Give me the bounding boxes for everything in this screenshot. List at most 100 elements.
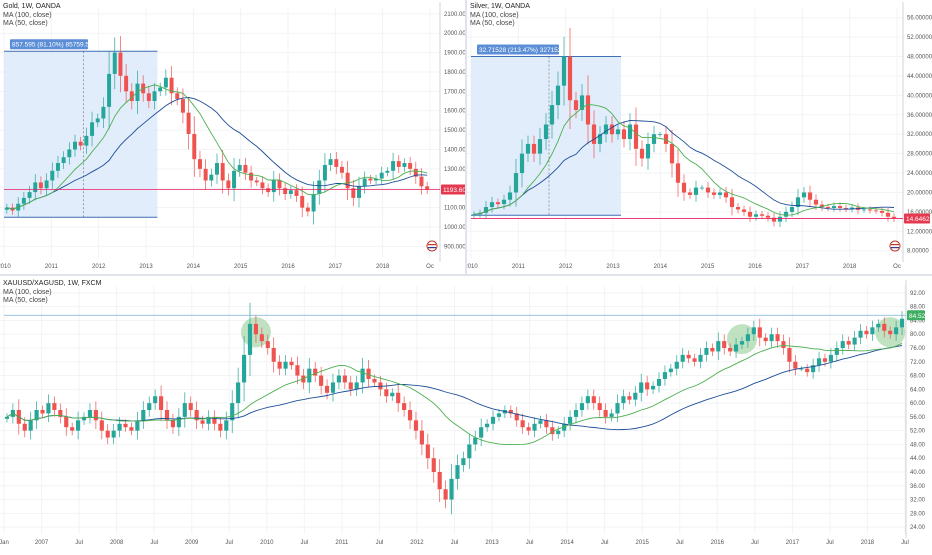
candle-body <box>861 209 867 211</box>
x-tick-label: Jan <box>0 540 9 546</box>
candle-body <box>769 334 774 342</box>
x-tick-label: Jul <box>676 540 684 546</box>
candle-body <box>232 170 237 189</box>
candle-body <box>336 375 341 383</box>
ma100-line <box>473 120 895 215</box>
candle-body <box>158 87 163 92</box>
ma50-line <box>473 104 895 216</box>
candle-body <box>858 330 863 338</box>
y-tick-label: 28.00 <box>910 511 926 517</box>
candle-body <box>164 410 170 421</box>
candle-body <box>237 164 242 171</box>
candle-body <box>656 379 662 386</box>
x-tick-label: Jul <box>526 540 534 546</box>
x-tick-label: Jul <box>225 540 233 546</box>
candle-body <box>735 207 741 210</box>
ma100-line <box>6 97 428 210</box>
candle-body <box>105 430 110 438</box>
x-tick-label: Oc <box>893 264 901 270</box>
candle-body <box>507 192 513 200</box>
candle-body <box>342 375 347 383</box>
y-tick-label: 1600.000 <box>444 109 465 115</box>
candle-body <box>568 416 573 424</box>
silver-chart-panel[interactable]: 8.00000 12.00000 16.00000 20.00000 24.00000 2… <box>464 0 932 274</box>
ratio-chart-panel[interactable]: 24.00 28.00 32.00 36.00 40.00 44.00 48.00 52.00… <box>0 276 932 550</box>
candle-body <box>674 361 679 369</box>
candle-body <box>218 423 223 431</box>
candle-body <box>722 341 727 348</box>
candle-body <box>408 163 413 169</box>
candle-body <box>621 396 626 404</box>
measure-range-box <box>4 51 158 218</box>
us-flag-stripe <box>891 247 899 249</box>
candle-body <box>519 153 525 174</box>
candle-body <box>345 172 350 189</box>
candle-body <box>716 341 721 352</box>
candle-body <box>360 368 365 383</box>
x-tick-label: Jul <box>300 540 308 546</box>
y-tick-label: 48.00000 <box>907 55 932 61</box>
candle-body <box>801 192 807 198</box>
x-tick-label: 2015 <box>701 264 715 270</box>
candle-body <box>627 124 633 140</box>
ratio-ma50-label: MA (50, close) <box>3 297 48 305</box>
candle-body <box>793 361 798 369</box>
y-tick-label: 900.000 <box>444 244 465 250</box>
candle-body <box>111 430 116 438</box>
candle-body <box>117 423 122 431</box>
x-tick-label: 2012 <box>92 264 106 270</box>
candle-body <box>40 410 45 414</box>
x-tick-label: 2010 <box>260 540 274 546</box>
candle-body <box>374 178 379 181</box>
measure-label: 857.595 (81.10%) 85759.5 <box>12 42 89 49</box>
candle-body <box>783 211 789 217</box>
candle-body <box>78 141 83 146</box>
candle-body <box>283 188 288 195</box>
gold-chart-panel[interactable]: 900.0001000.0001100.0001200.0001300.0001… <box>0 0 471 274</box>
us-flag-stripe <box>428 244 436 246</box>
candle-body <box>799 368 804 370</box>
candle-body <box>21 197 26 204</box>
candle-body <box>419 430 424 445</box>
x-tick-label: 2014 <box>187 264 201 270</box>
candle-body <box>495 202 501 205</box>
y-tick-label: 1500.000 <box>444 128 465 134</box>
y-tick-label: 1900.000 <box>444 51 465 57</box>
candle-body <box>633 124 639 149</box>
candle-body <box>705 187 711 193</box>
candle-body <box>787 348 792 362</box>
candle-body <box>711 192 717 195</box>
silver-legend: Silver, 1W, OANDA MA (100, close) MA (50… <box>470 3 530 29</box>
ratio-chart[interactable]: 24.00 28.00 32.00 36.00 40.00 44.00 48.00 52.00… <box>0 276 932 550</box>
candle-body <box>247 323 253 355</box>
candle-body <box>733 344 739 352</box>
candle-body <box>852 337 857 345</box>
candle-body <box>831 206 837 208</box>
candle-body <box>152 91 157 102</box>
y-tick-label: 44.00000 <box>907 74 932 80</box>
candle-body <box>22 423 27 431</box>
candle-body <box>627 396 632 400</box>
candle-body <box>175 93 180 100</box>
silver-chart[interactable]: 8.00000 12.00000 16.00000 20.00000 24.00000 2… <box>464 0 932 274</box>
candle-body <box>843 208 849 209</box>
last-price-tag <box>441 184 471 195</box>
candle-body <box>537 139 543 154</box>
y-tick-label: 1100.000 <box>444 206 465 212</box>
candle-body <box>402 403 407 410</box>
candle-body <box>84 135 89 146</box>
x-tick-label: 2011 <box>45 264 59 270</box>
candle-body <box>544 420 549 428</box>
candle-body <box>662 372 668 379</box>
x-tick-label: 2013 <box>139 264 153 270</box>
last-price-tag <box>904 213 930 224</box>
candle-body <box>585 396 590 404</box>
us-flag-stripe <box>428 247 436 249</box>
x-tick-label: Oc <box>426 264 434 270</box>
x-tick-label: 2013 <box>485 540 499 546</box>
candle-body <box>525 143 531 154</box>
gold-chart[interactable]: 900.0001000.0001100.0001200.0001300.0001… <box>0 0 471 274</box>
candle-body <box>129 91 134 102</box>
candle-body <box>461 458 466 466</box>
y-tick-label: 1800.000 <box>444 70 465 76</box>
